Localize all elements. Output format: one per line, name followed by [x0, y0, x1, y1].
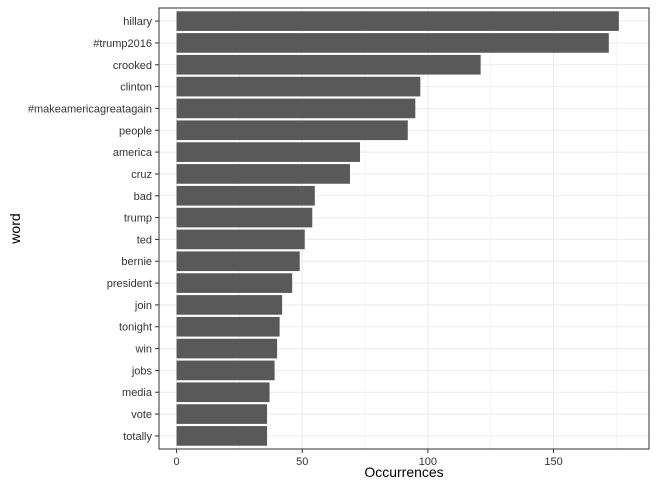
y-tick-label: hillary	[123, 16, 152, 28]
bar-totally	[176, 426, 268, 446]
axis-layer: hillary #trump2016 crooked clinton #makeamer…	[28, 16, 563, 468]
bar-people	[176, 120, 408, 141]
bar-crooked	[176, 54, 481, 75]
bar-president	[176, 273, 293, 293]
y-tick-label: win	[134, 344, 152, 356]
bar-bad	[176, 185, 315, 206]
y-tick-label: ted	[137, 234, 152, 246]
y-tick-label: #trump2016	[93, 38, 152, 50]
y-tick-label: bad	[134, 191, 152, 203]
bar-makeamericagreatagain	[176, 98, 416, 119]
bar-hillary	[176, 11, 619, 31]
y-tick-label: tonight	[119, 322, 152, 334]
bar-win	[176, 338, 278, 359]
bar-vote	[176, 404, 268, 424]
y-tick-label: #makeamericagreatagain	[28, 103, 152, 115]
y-tick-label: vote	[131, 409, 152, 421]
y-tick-label: clinton	[120, 82, 152, 94]
bar-trump	[176, 207, 313, 228]
y-tick-label: totally	[123, 431, 152, 443]
y-tick-label: cruz	[131, 169, 152, 181]
y-axis-title: word	[7, 213, 23, 244]
bar-ted	[176, 229, 305, 250]
x-tick-label: 0	[174, 456, 180, 468]
bar-tonight	[176, 316, 280, 337]
y-tick-label: trump	[124, 213, 152, 225]
y-tick-label: media	[122, 387, 153, 399]
y-tick-label: bernie	[121, 256, 152, 268]
bar-join	[176, 295, 283, 315]
bar-clinton	[176, 76, 421, 97]
y-tick-label: crooked	[113, 60, 152, 72]
x-tick-label: 100	[419, 456, 437, 468]
bar-jobs	[176, 360, 275, 381]
bar-media	[176, 382, 270, 403]
bar-bernie	[176, 251, 300, 272]
y-tick-label: jobs	[131, 365, 153, 377]
x-tick-label: 50	[296, 456, 308, 468]
y-tick-label: join	[134, 300, 152, 312]
y-tick-label: president	[107, 278, 152, 290]
x-axis-title: Occurrences	[364, 464, 443, 480]
bar-cruz	[176, 164, 350, 184]
y-tick-label: america	[113, 147, 153, 159]
bar-trump2016	[176, 33, 609, 53]
y-tick-label: people	[119, 125, 152, 137]
bars-layer	[176, 11, 619, 446]
bar-america	[176, 142, 361, 162]
panel-border	[158, 7, 650, 450]
x-tick-label: 150	[544, 456, 562, 468]
